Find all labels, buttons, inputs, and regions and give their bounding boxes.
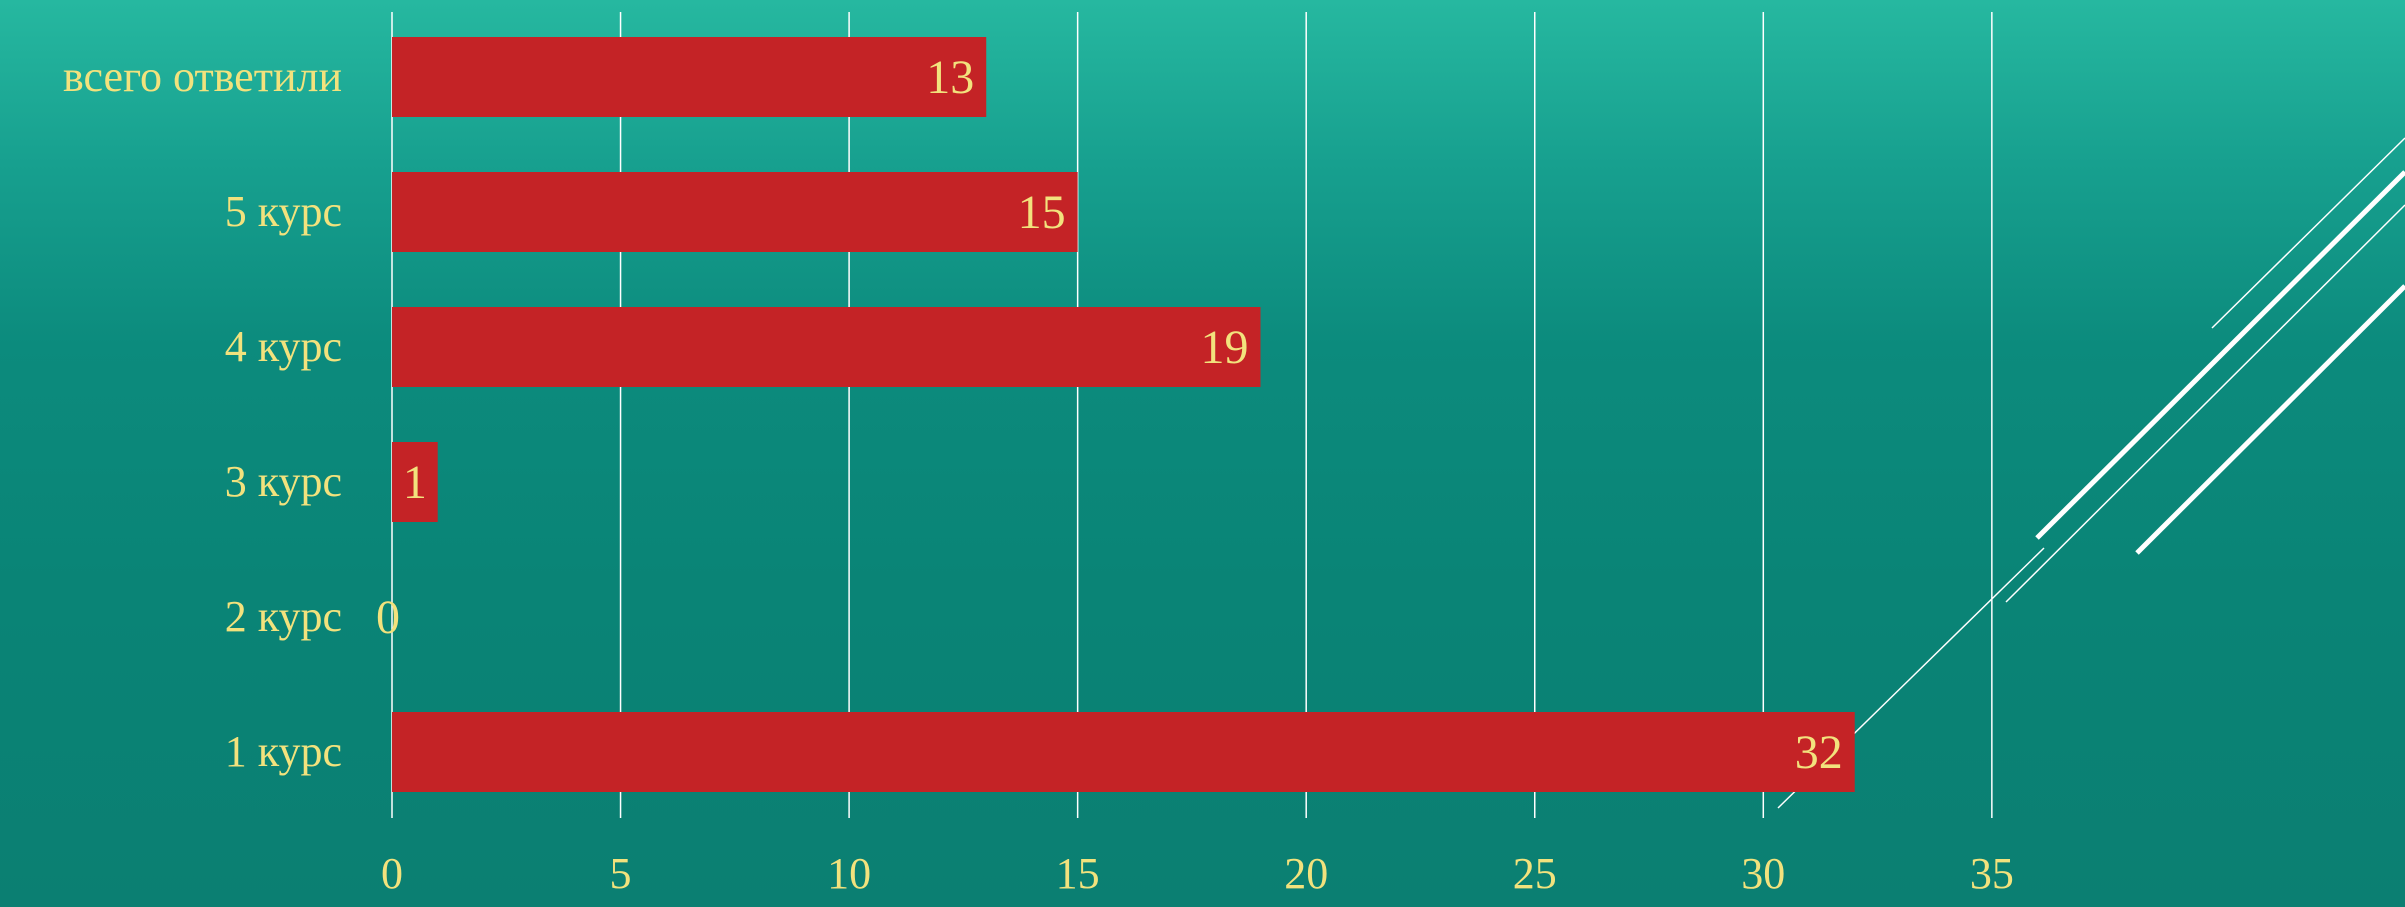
category-labels: всего ответили 5 курс 4 курс 3 курс 2 курс 1 …: [63, 52, 342, 776]
data-labels: 13 15 19 1 0 32: [376, 51, 1843, 779]
data-label-0: 13: [926, 51, 974, 104]
bar-3: [392, 442, 438, 522]
decor-line-thick-1: [2035, 170, 2405, 540]
data-label-2: 19: [1200, 321, 1248, 374]
x-tick-label-3: 15: [1056, 849, 1100, 898]
data-label-3: 1: [403, 456, 427, 509]
x-tick-label-2: 10: [827, 849, 871, 898]
bars: [392, 37, 1855, 792]
data-label-5: 32: [1795, 726, 1843, 779]
x-tick-label-6: 30: [1741, 849, 1785, 898]
x-tick-label-7: 35: [1970, 849, 2014, 898]
decor-line-thin-2: [2005, 204, 2405, 603]
data-label-1: 15: [1018, 186, 1066, 239]
x-tick-label-5: 25: [1513, 849, 1557, 898]
category-label-2: 4 курс: [225, 322, 342, 371]
x-axis-tick-labels: 0 5 10 15 20 25 30 35: [381, 849, 2014, 898]
bar-5: [392, 712, 1855, 792]
bar-1: [392, 172, 1078, 252]
x-tick-label-0: 0: [381, 849, 403, 898]
decorative-lines: [1777, 137, 2405, 809]
x-tick-label-1: 5: [610, 849, 632, 898]
category-label-3: 3 курс: [225, 457, 342, 506]
data-label-4: 0: [376, 591, 400, 644]
category-label-5: 1 курс: [225, 727, 342, 776]
category-label-4: 2 курс: [225, 592, 342, 641]
decor-line-thick-2: [2135, 284, 2405, 555]
bar-2: [392, 307, 1261, 387]
category-label-0: всего ответили: [63, 52, 342, 101]
category-label-1: 5 курс: [225, 187, 342, 236]
decor-line-thin-1: [2211, 137, 2405, 329]
x-tick-label-4: 20: [1284, 849, 1328, 898]
gridlines: [391, 12, 1993, 818]
bar-0: [392, 37, 987, 117]
